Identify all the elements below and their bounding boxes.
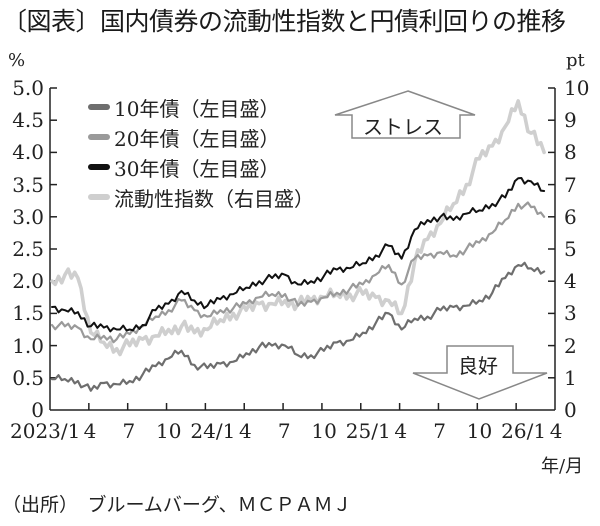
legend-label-30y: 30年債（左目盛） [114,156,280,181]
legend-swatch-20y [88,134,110,140]
x-tick-label: 10 [466,419,493,443]
left-tick-label: 0 [31,398,44,422]
x-tick-label: 10 [311,419,337,443]
series-line-10y [50,261,546,392]
legend-item-30y: 30年債（左目盛） [88,152,314,182]
right-axis-unit: pt [566,50,585,71]
left-tick-label: 4.0 [12,140,44,165]
legend-swatch-30y [88,164,110,170]
x-tick-label: 26/1 [501,419,547,443]
right-tick-label: 7 [564,172,577,197]
right-tick-label: 1 [564,365,577,390]
stress-arrow [334,90,476,139]
x-axis-unit: 年/月 [541,456,584,477]
legend-swatch-liquidity [88,194,110,200]
right-tick-label: 9 [564,108,577,133]
legend: 10年債（左目盛） 20年債（左目盛） 30年債（左目盛） 流動性指数（右目盛） [88,92,314,212]
source-note: （出所） ブルームバーグ、ＭＣＰＡＭＪ [2,494,352,516]
left-tick-label: 1.0 [12,333,44,358]
right-tick-label: 4 [564,269,577,294]
x-tick-label: 7 [122,419,136,443]
x-tick-label: 4 [394,419,408,443]
right-tick-label: 8 [564,140,577,165]
stress-label: ストレス [363,115,443,139]
x-tick-label: 2023/1 [10,419,81,443]
legend-label-20y: 20年債（左目盛） [114,126,280,151]
x-tick-label: 25/1 [345,419,391,443]
chart-title: 〔図表〕国内債券の流動性指数と円債利回りの推移 [2,7,566,36]
right-tick-label: 3 [564,301,577,326]
legend-label-liquidity: 流動性指数（右目盛） [114,186,314,211]
left-axis-unit: % [8,50,26,71]
left-tick-label: 3.0 [12,204,44,229]
left-tick-label: 4.5 [12,108,44,133]
x-tick-label: 10 [156,419,182,443]
legend-item-liquidity: 流動性指数（右目盛） [88,182,314,212]
x-tick-label: 24/1 [190,419,236,443]
legend-swatch-10y [88,104,110,110]
x-tick-label: 4 [549,419,563,443]
left-tick-label: 0.5 [12,365,44,390]
right-tick-label: 5 [564,237,577,261]
legend-item-10y: 10年債（左目盛） [88,92,314,122]
x-tick-label: 4 [238,419,252,443]
x-tick-label: 7 [433,419,446,443]
right-tick-label: 0 [564,398,577,422]
right-tick-label: 10 [564,76,590,100]
x-tick-label: 7 [277,419,291,443]
series-line-30y [51,177,546,333]
left-tick-label: 5.0 [12,76,44,100]
legend-item-20y: 20年債（左目盛） [88,122,314,152]
left-tick-label: 2.5 [12,237,44,261]
left-tick-label: 2.0 [12,269,44,294]
left-tick-label: 1.5 [12,301,44,326]
left-tick-label: 3.5 [12,172,44,197]
good-label: 良好 [458,354,498,378]
series-line-20y [50,201,546,344]
right-tick-label: 6 [564,204,577,229]
x-tick-label: 4 [83,419,97,443]
legend-label-10y: 10年債（左目盛） [114,96,280,121]
good-arrow [412,345,548,400]
right-tick-label: 2 [564,333,577,358]
